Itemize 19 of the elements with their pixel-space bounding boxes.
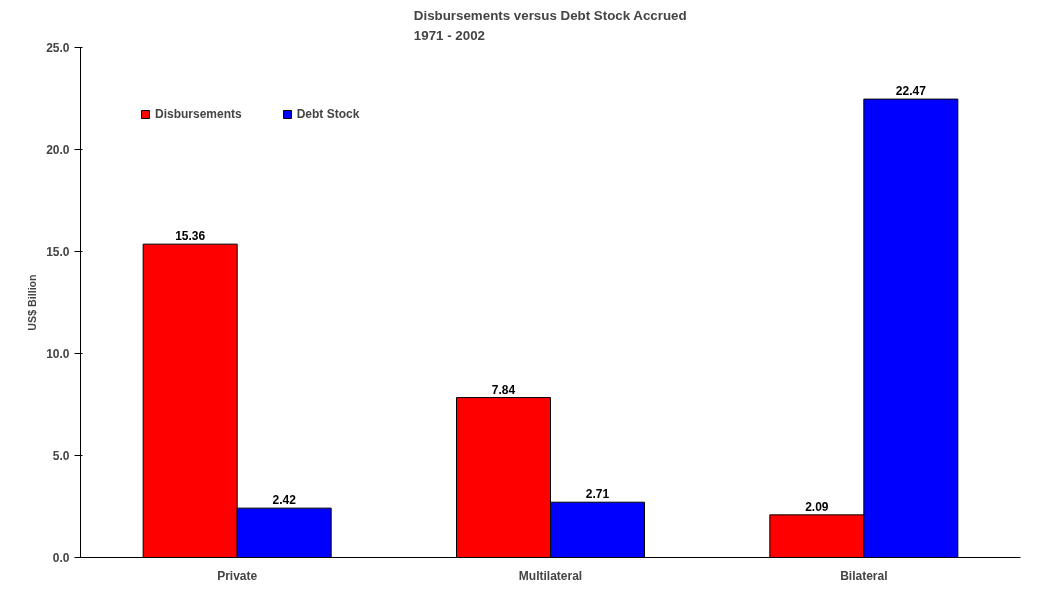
- x-tick-label: Bilateral: [840, 568, 888, 583]
- data-label: 22.47: [895, 84, 927, 99]
- y-tick-label: 15.0: [46, 245, 70, 259]
- data-label: 7.84: [491, 382, 516, 397]
- x-tick-label: Private: [217, 568, 258, 583]
- y-tick-label: 25.0: [46, 41, 70, 55]
- data-label: 15.36: [175, 229, 206, 244]
- data-label: 2.09: [805, 499, 829, 514]
- data-label: 2.71: [585, 487, 610, 502]
- data-label: 2.42: [272, 493, 297, 508]
- x-tick-label: Multilateral: [518, 568, 583, 583]
- y-tick-label: 20.0: [46, 143, 70, 157]
- legend-label: Disbursements: [155, 107, 242, 121]
- y-tick-label: 0.0: [52, 551, 70, 565]
- legend-label: Debt Stock: [296, 107, 360, 121]
- chart-title: Disbursements versus Debt Stock Accrued 1971 - 2002: [413, 8, 687, 43]
- y-tick-label: 10.0: [46, 347, 70, 361]
- y-axis-title: US$ Billion: [26, 274, 39, 331]
- y-tick-label: 5.0: [52, 449, 70, 463]
